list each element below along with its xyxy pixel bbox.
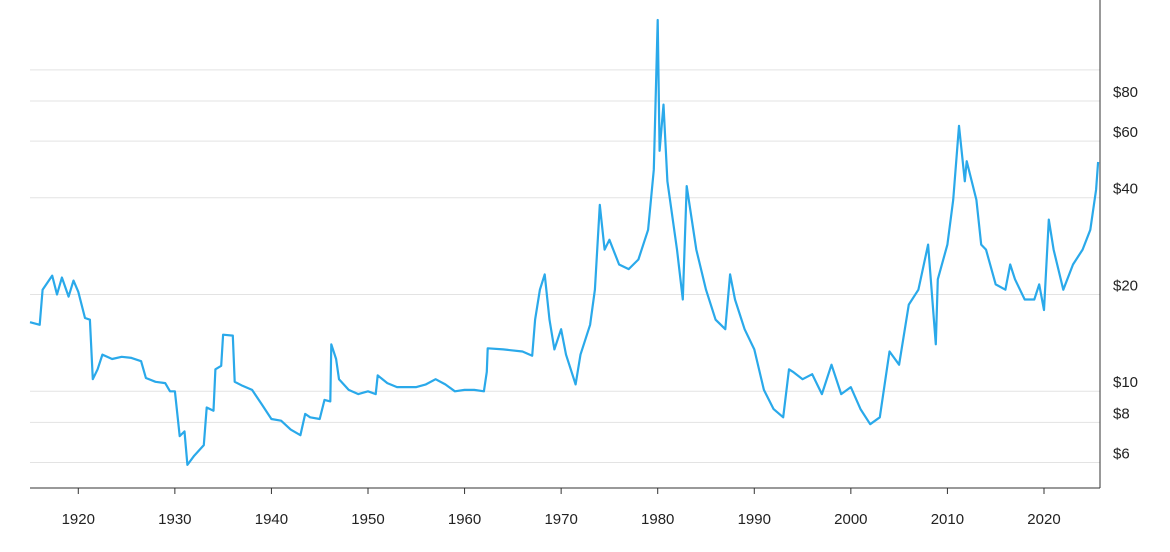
y-tick-label: $8 [1113,405,1130,422]
x-tick-label: 1950 [351,511,384,528]
x-tick-label: 2000 [834,511,867,528]
y-tick-label: $20 [1113,277,1138,294]
x-tick-label: 2010 [931,511,964,528]
y-tick-label: $40 [1113,181,1138,198]
price-line [29,18,1100,466]
x-tick-label: 1990 [738,511,771,528]
y-tick-label: $80 [1113,84,1138,101]
x-tick-label: 1970 [544,511,577,528]
x-tick-label: 1980 [641,511,674,528]
y-tick-label: $60 [1113,124,1138,141]
y-tick-label: $6 [1113,446,1130,463]
x-tick-label: 1960 [448,511,481,528]
x-tick-label: 1930 [158,511,191,528]
x-tick-label: 1920 [62,511,95,528]
x-tick-label: 1940 [255,511,288,528]
x-tick-label: 2020 [1027,511,1060,528]
y-tick-label: $10 [1113,374,1138,391]
